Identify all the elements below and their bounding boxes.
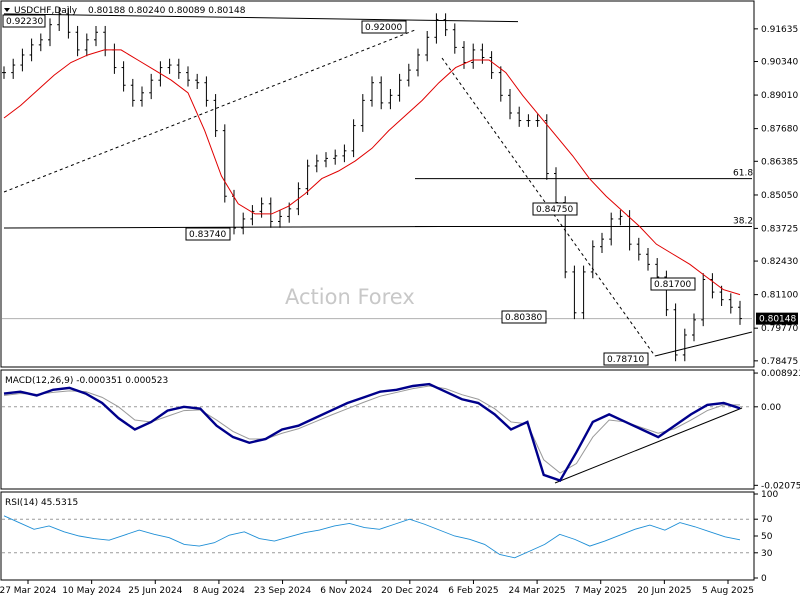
price-callout-box	[501, 310, 547, 324]
price-callout-label: 0.92000	[365, 23, 402, 33]
price-tick-label: 0.78475	[761, 357, 798, 367]
fib-level-label: 61.8	[733, 169, 753, 179]
price-callout-label: 0.83740	[189, 230, 226, 240]
macd-tick-label: 0.00	[761, 403, 781, 413]
macd-series	[3, 382, 741, 483]
price-callout-label: 0.80380	[505, 313, 542, 323]
x-tick-label: 20 Jun 2025	[637, 586, 691, 596]
macd-trendline	[554, 407, 743, 484]
trendlines: 61.8 38.2	[3, 13, 753, 484]
rising-support-line	[654, 331, 753, 357]
fib-level-label: 38.2	[733, 217, 753, 227]
upper-channel-line	[3, 13, 519, 23]
price-tick-label: 0.86385	[761, 157, 798, 167]
x-tick-label: 25 Jun 2024	[128, 586, 182, 596]
macd-title: MACD(12,26,9) -0.000351 0.000523	[5, 376, 168, 386]
price-tick-label: 0.83725	[761, 224, 798, 234]
macd-pane	[0, 369, 755, 490]
ohlc-values: 0.80188 0.80240 0.80089 0.80148	[88, 6, 246, 16]
x-tick-label: 23 Sep 2024	[254, 586, 311, 596]
macd-tick-label: -0.020759	[761, 481, 800, 491]
rsi-line	[3, 515, 741, 559]
moving-average-line	[3, 49, 741, 296]
price-tick-label: 0.90340	[761, 58, 798, 68]
price-callout-box	[650, 277, 696, 291]
horizontal-gridlines	[2, 318, 752, 554]
rising-dashed-trendline	[3, 29, 416, 193]
moving-average-series	[3, 49, 741, 296]
macd-tick-label: 0.008923	[761, 369, 800, 379]
x-tick-label: 8 Aug 2024	[193, 586, 245, 596]
price-tick-label: 0.85050	[761, 191, 798, 201]
macd-line	[3, 382, 741, 483]
price-callout-label: 0.78710	[607, 355, 644, 365]
last-price-tag	[756, 312, 798, 325]
last-price-label: 0.80148	[759, 315, 796, 325]
rsi-tick-label: 100	[761, 490, 778, 500]
price-callout-label: 0.92230	[6, 17, 43, 27]
x-tick-label: 6 Nov 2024	[320, 586, 372, 596]
rsi-tick-label: 30	[761, 549, 773, 559]
falling-dashed-trendline	[441, 57, 656, 357]
price-callout-box	[603, 352, 649, 366]
y-axis-ticks: 0.91635 0.90340 0.89010 0.87680 0.86385 0.850…	[754, 25, 800, 584]
header: USDCHF,Daily 0.80188 0.80240 0.80089 0.8…	[4, 6, 246, 16]
price-pane	[0, 0, 755, 368]
x-tick-label: 5 Aug 2025	[702, 586, 754, 596]
symbol-label: USDCHF,Daily	[14, 6, 78, 16]
price-tick-label: 0.89010	[761, 91, 798, 101]
rsi-tick-label: 50	[761, 532, 773, 542]
x-tick-label: 10 May 2024	[62, 586, 121, 596]
x-axis-ticks: 27 Mar 2024 10 May 2024 25 Jun 2024 8 Aug 2…	[0, 580, 754, 596]
x-tick-label: 27 Mar 2024	[0, 586, 57, 596]
x-tick-label: 20 Dec 2024	[381, 586, 439, 596]
price-callout-box	[2, 14, 46, 28]
price-callout-label: 0.81700	[654, 280, 691, 290]
symbol-dropdown-icon[interactable]	[4, 8, 10, 12]
price-tick-label: 0.81100	[761, 291, 798, 301]
macd-signal-line	[3, 385, 740, 474]
rsi-pane	[0, 491, 755, 581]
price-callout-label: 0.84750	[536, 205, 573, 215]
price-callout-box	[185, 227, 231, 241]
rsi-tick-label: 0	[761, 574, 767, 584]
rsi-title: RSI(14) 45.5315	[5, 498, 78, 508]
x-tick-label: 24 Mar 2025	[509, 586, 566, 596]
price-callout-box	[361, 20, 407, 34]
price-tick-label: 0.79770	[761, 324, 798, 334]
rsi-series	[3, 515, 741, 559]
x-tick-label: 6 Feb 2025	[448, 586, 498, 596]
price-tick-label: 0.91635	[761, 25, 798, 35]
rsi-tick-label: 70	[761, 515, 773, 525]
x-tick-label: 7 May 2025	[574, 586, 627, 596]
price-tick-label: 0.87680	[761, 125, 798, 135]
price-tick-label: 0.82430	[761, 257, 798, 267]
watermark: Action Forex	[285, 285, 415, 309]
price-callout-box	[532, 202, 578, 216]
price-callouts: 0.92230 0.92000 0.83740 0.84750 0.80380 0.817…	[2, 14, 798, 366]
lower-channel-line	[3, 226, 441, 229]
